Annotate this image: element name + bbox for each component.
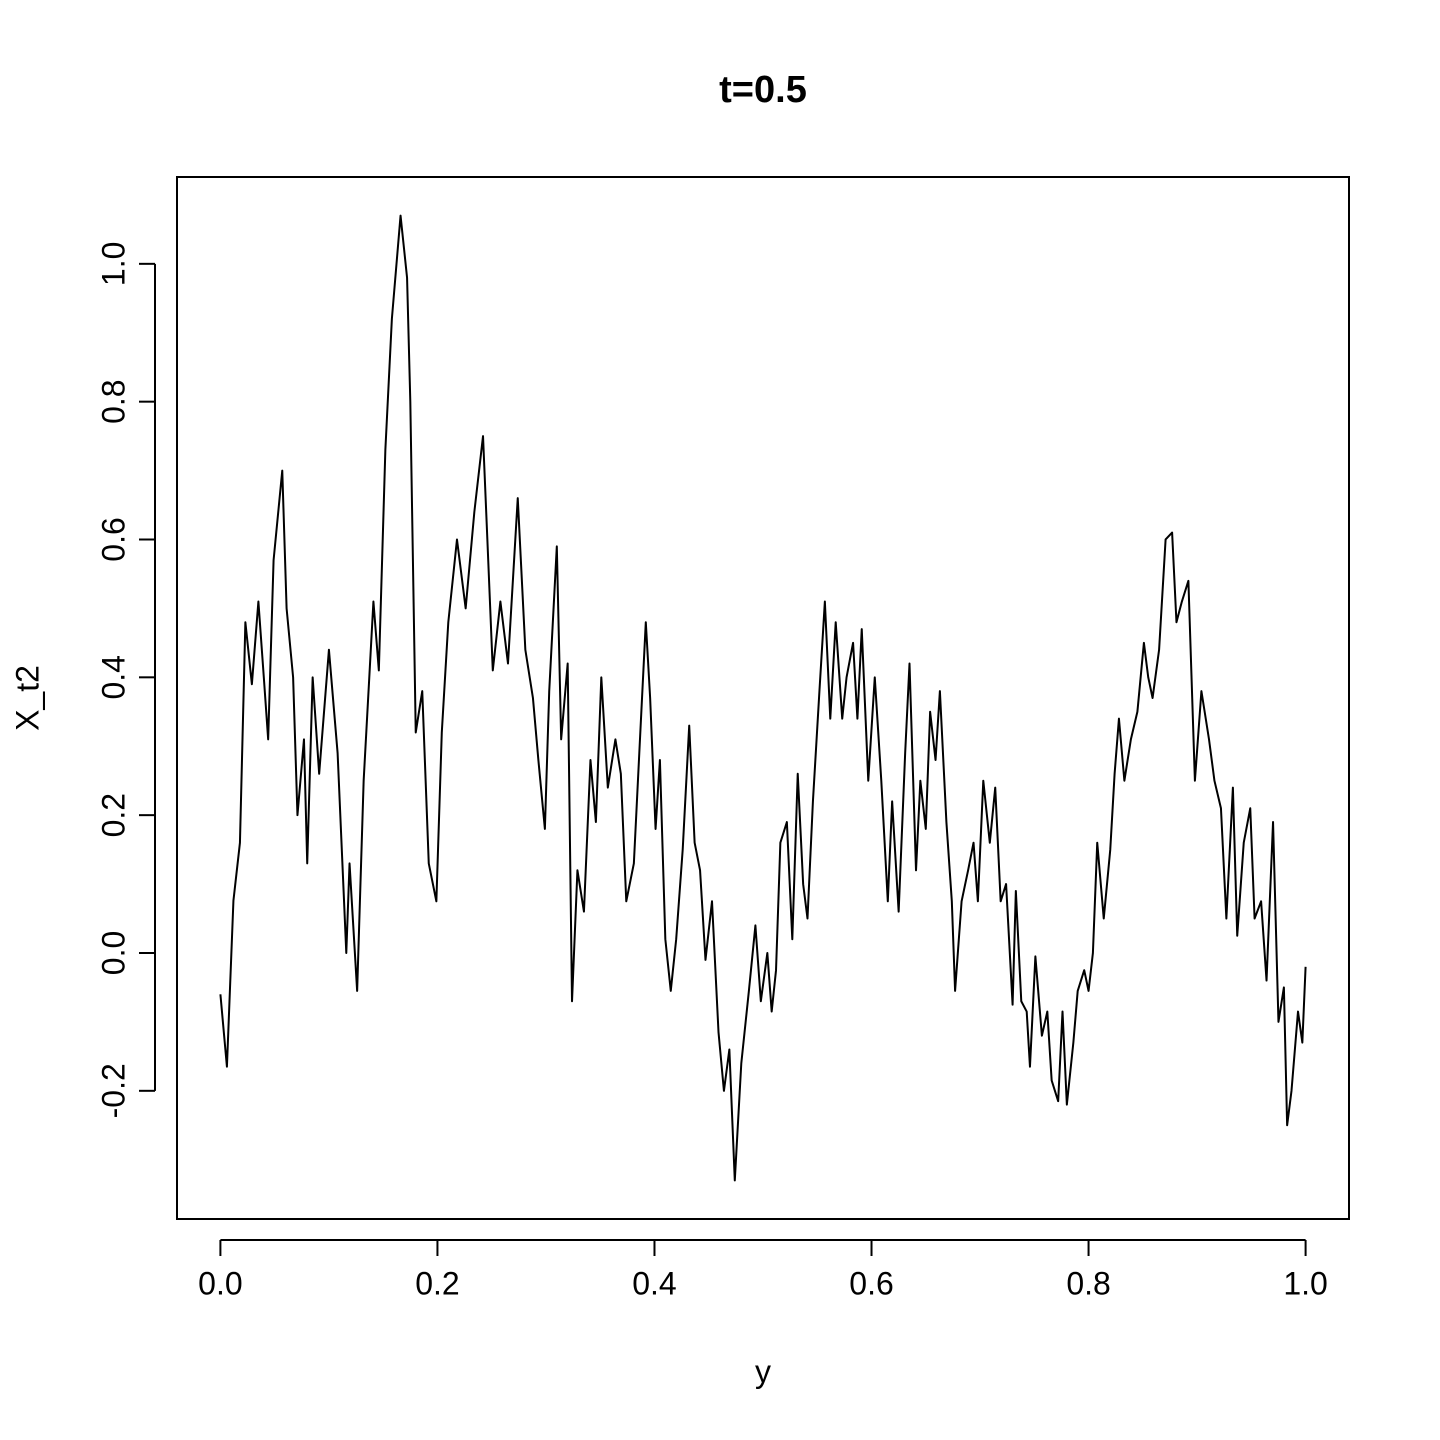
y-tick-label: 0.8 bbox=[95, 379, 131, 423]
y-tick-label: 0.2 bbox=[95, 793, 131, 837]
y-axis-label: X_t2 bbox=[9, 665, 45, 731]
x-tick-label: 1.0 bbox=[1283, 1265, 1327, 1301]
x-axis-label: y bbox=[755, 1353, 771, 1389]
y-tick-label: 0.0 bbox=[95, 931, 131, 975]
x-tick-label: 0.0 bbox=[198, 1265, 242, 1301]
y-tick-label: 0.4 bbox=[95, 655, 131, 699]
y-tick-label: 0.6 bbox=[95, 517, 131, 561]
data-line bbox=[219, 214, 1307, 1182]
x-tick-label: 0.4 bbox=[632, 1265, 676, 1301]
plot-frame bbox=[176, 176, 1350, 1220]
y-tick-label: 1.0 bbox=[95, 242, 131, 286]
chart-title: t=0.5 bbox=[719, 69, 807, 111]
y-tick-label: -0.2 bbox=[95, 1063, 131, 1118]
x-tick-label: 0.8 bbox=[1066, 1265, 1110, 1301]
x-tick-label: 0.2 bbox=[415, 1265, 459, 1301]
x-tick-label: 0.6 bbox=[849, 1265, 893, 1301]
